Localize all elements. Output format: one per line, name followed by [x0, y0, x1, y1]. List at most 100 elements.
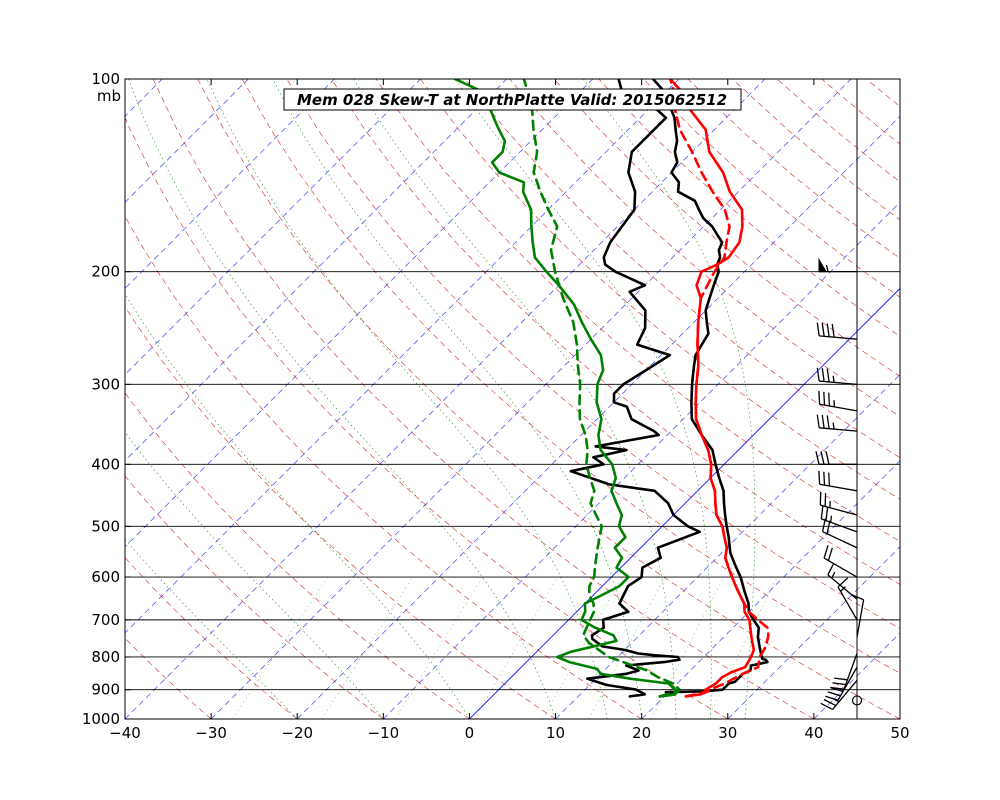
barb-full-flag	[821, 518, 826, 532]
dry-adiabat-line	[509, 79, 900, 417]
isotherm-line	[899, 718, 900, 719]
dry-adiabat-line	[420, 79, 900, 500]
isotherm-line	[986, 79, 1000, 719]
barb-full-flag	[823, 471, 826, 486]
moist-adiabat-line	[582, 79, 756, 719]
title-frame	[283, 88, 742, 111]
barb-pennant	[818, 257, 827, 273]
series-line-5	[453, 79, 680, 698]
barb-full-flag	[826, 368, 830, 383]
barb-full-flag	[820, 451, 825, 465]
barb-full-flag	[821, 368, 825, 382]
wind-barb	[837, 577, 858, 621]
series-line-6	[522, 79, 681, 698]
barb-full-flag	[823, 545, 829, 559]
wind-barb	[816, 414, 858, 432]
series-line-3	[668, 79, 756, 698]
y-tick-label: 400	[91, 455, 120, 473]
x-tick-label: 20	[632, 724, 651, 742]
series-line-4	[668, 79, 770, 698]
mixing-ratio-line	[232, 576, 329, 719]
barb-full-flag	[826, 520, 831, 534]
isotherm-line	[469, 287, 900, 719]
wind-barbs	[815, 257, 865, 710]
barb-staff	[837, 586, 858, 621]
x-tick-label: −10	[368, 724, 400, 742]
barb-staff	[822, 531, 858, 549]
barb-staff	[819, 403, 858, 412]
barb-full-flag	[816, 322, 820, 336]
barb-full-flag	[820, 702, 833, 710]
barb-full-flag	[825, 507, 829, 521]
dry-adiabat-line	[331, 79, 900, 585]
chart-title-box: Mem 028 Skew-T at NorthPlatte Valid: 201…	[283, 88, 742, 111]
profile-series	[453, 79, 770, 698]
dry-adiabat-line	[197, 79, 900, 719]
background-reference-lines	[0, 79, 1000, 719]
barb-staff	[832, 679, 858, 710]
dry-adiabat-line	[125, 475, 384, 719]
moist-adiabat-line	[353, 79, 677, 719]
barb-staff	[823, 557, 858, 578]
moist-adiabat-line	[206, 79, 608, 719]
wind-barb	[830, 653, 858, 690]
barb-full-flag	[828, 472, 831, 486]
y-tick-label: 800	[91, 648, 120, 666]
wind-barb	[818, 257, 857, 273]
wind-barb	[818, 390, 858, 412]
mixing-ratio-line	[707, 576, 778, 719]
moist-adiabat-line	[125, 293, 470, 719]
barb-half-flag	[832, 422, 835, 430]
y-tick-label: 600	[91, 568, 120, 586]
barb-full-flag	[827, 691, 841, 697]
wind-barb	[816, 322, 858, 340]
isotherm-line	[125, 79, 507, 462]
barb-half-flag	[830, 515, 833, 523]
wind-barb	[819, 491, 858, 516]
x-tick-label: 10	[546, 724, 565, 742]
dry-adiabat-line	[464, 79, 900, 458]
moist-adiabat-line	[128, 79, 556, 719]
dry-adiabat-line	[125, 116, 728, 719]
barb-full-flag	[816, 414, 820, 428]
isotherm-line	[0, 79, 76, 719]
dry-adiabat-line	[152, 79, 815, 719]
barb-full-flag	[818, 470, 821, 485]
dry-adiabat-line	[732, 79, 900, 221]
dry-adiabat-line	[286, 79, 900, 629]
barb-full-flag	[830, 686, 844, 693]
isotherm-line	[383, 201, 900, 719]
y-axis: 100 200 300 400 500 600 700 800 900 1000	[82, 70, 131, 728]
isotherm-line	[125, 79, 594, 548]
barb-staff	[819, 483, 858, 492]
barb-full-flag	[827, 547, 833, 561]
mixing-ratio-line	[395, 576, 483, 719]
barb-full-flag	[818, 390, 821, 405]
barb-staff	[819, 427, 858, 432]
x-tick-label: 50	[890, 724, 909, 742]
barb-staff	[843, 653, 858, 690]
dry-adiabat-line	[598, 79, 900, 337]
wind-barb	[821, 518, 858, 549]
barb-full-flag	[823, 391, 826, 406]
isotherm-line	[125, 79, 335, 289]
barb-full-flag	[834, 677, 848, 681]
x-tick-label: −30	[195, 724, 227, 742]
barb-staff	[856, 599, 865, 638]
barb-staff	[819, 380, 858, 386]
y-tick-label: 100	[91, 70, 120, 88]
x-tick-label: 0	[465, 724, 475, 742]
dry-adiabat-line	[553, 79, 900, 377]
y-tick-label: 700	[91, 611, 120, 629]
barb-staff	[837, 666, 858, 701]
series-line-2	[569, 79, 702, 698]
wind-barb	[815, 451, 857, 465]
isotherm-line	[125, 79, 766, 719]
barb-full-flag	[826, 323, 830, 337]
wind-barb	[823, 545, 858, 578]
y-tick-label: 300	[91, 375, 120, 393]
barb-half-flag	[831, 571, 836, 579]
y-tick-label: 500	[91, 517, 120, 535]
barb-full-flag	[832, 682, 846, 686]
